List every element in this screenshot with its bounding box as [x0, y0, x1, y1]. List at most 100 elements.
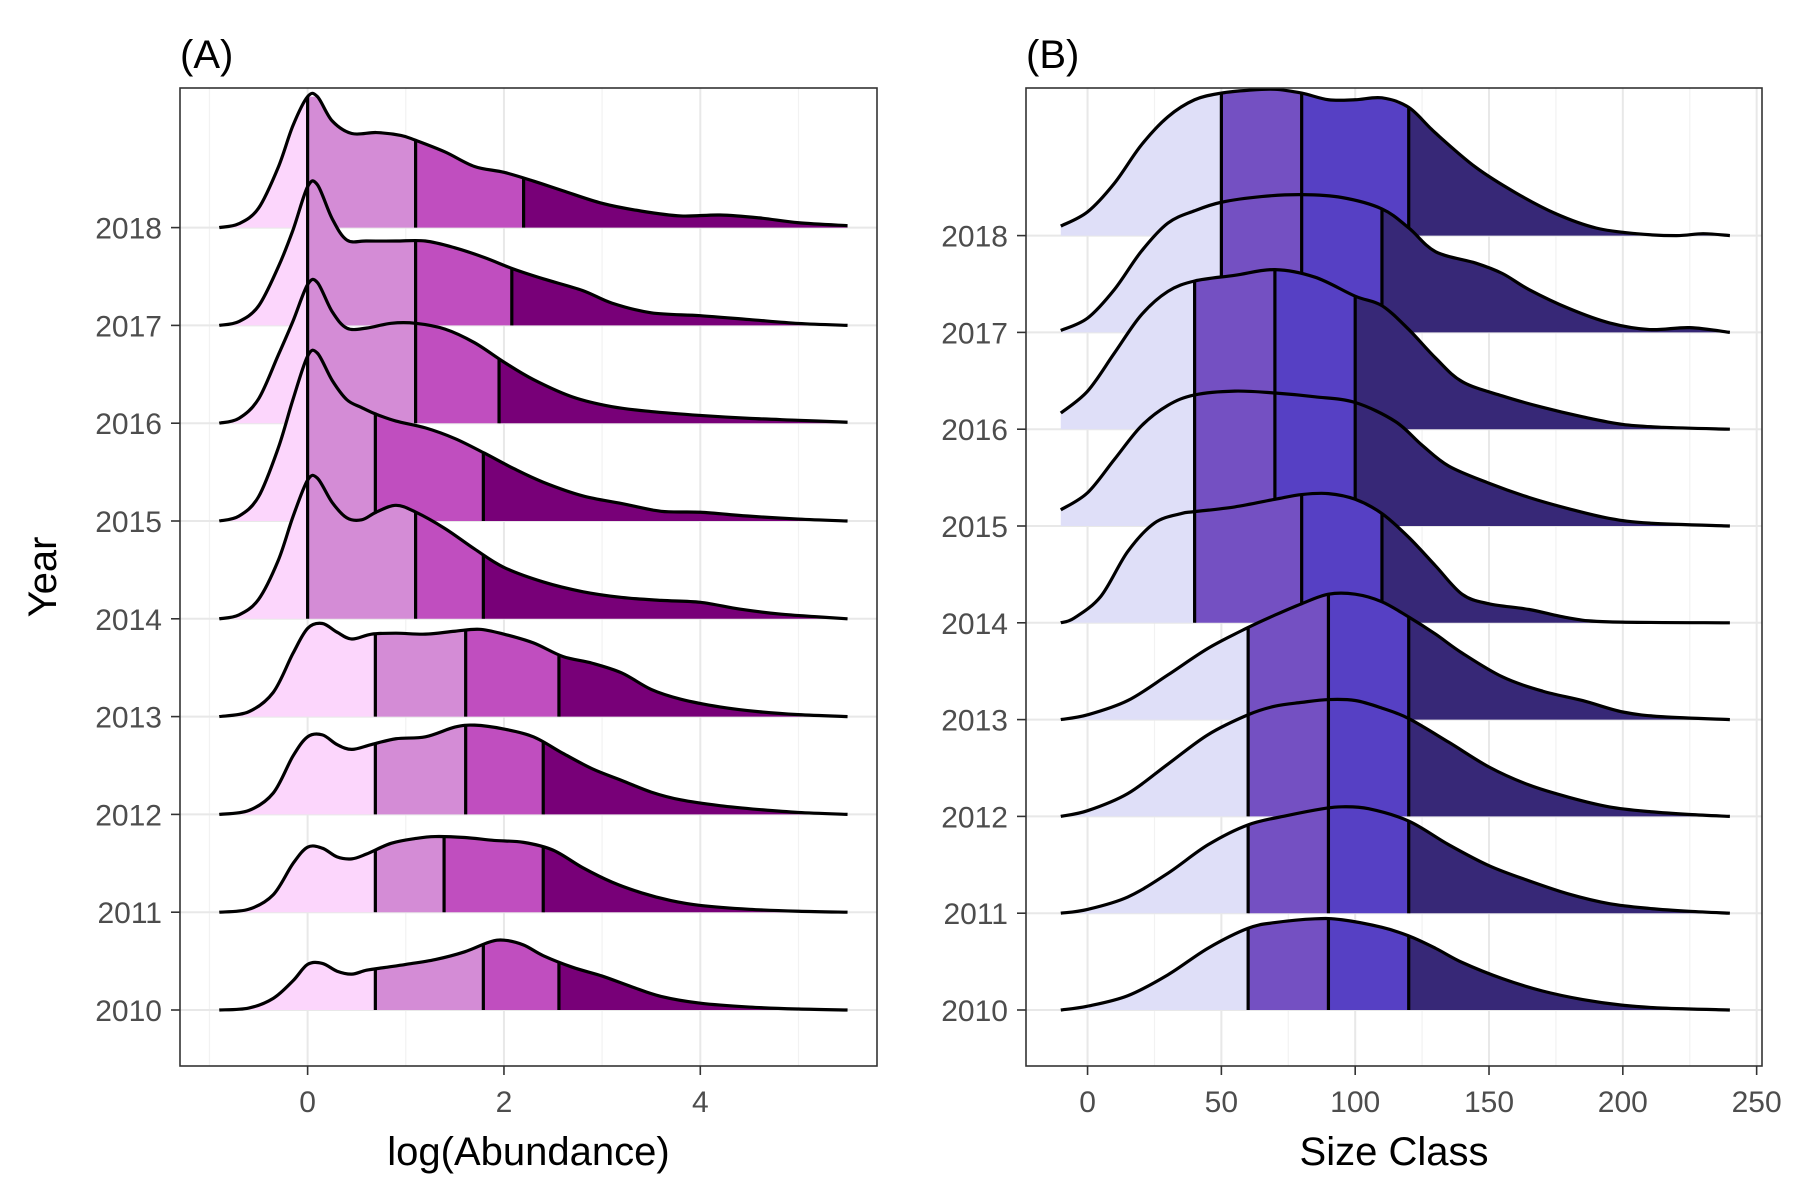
- panel-a-quantile-band-2012-2: [375, 726, 466, 815]
- panel-b-quantile-band-2012-3: [1328, 699, 1409, 817]
- panel-b-density-line-2017: [1060, 193, 1731, 334]
- panel-b-label: (B): [1026, 33, 1079, 77]
- panel-b-quantile-band-2013-2: [1248, 594, 1329, 720]
- panel-b-ridge-2010: [1060, 916, 1730, 1012]
- panel-b-y-tick-label: 2014: [941, 608, 1008, 641]
- panel-b-density-line-2012: [1060, 697, 1730, 818]
- panel-b-x-axis-title: Size Class: [1300, 1130, 1489, 1174]
- panel-b-quantile-band-2011-2: [1248, 808, 1329, 914]
- panel-a-quantile-band-2015-1: [219, 356, 308, 521]
- panel-a-density-line-2010: [219, 938, 848, 1012]
- panel-a-density-line-2011: [219, 834, 848, 914]
- panel-a-y-tick-label: 2015: [95, 506, 162, 539]
- panel-b-x-tick-label: 50: [1205, 1086, 1238, 1119]
- panel-b-density-line-2013: [1060, 591, 1730, 722]
- panel-b-density-line-2016: [1059, 267, 1730, 431]
- panel-a-quantile-band-2015-4: [483, 452, 848, 521]
- panel-b-quantile-band-2014-3: [1301, 493, 1382, 623]
- panel-a-quantile-band-2017-3: [415, 241, 512, 326]
- panel-a-y-tick-label: 2013: [95, 702, 162, 735]
- panel-a-quantile-band-2011-3: [444, 836, 544, 913]
- panel-b-quantile-band-2011-1: [1060, 824, 1249, 914]
- panel-a-quantile-band-2011-2: [375, 836, 445, 913]
- panel-a-quantile-band-2013-1: [219, 623, 376, 717]
- panel-a-ridge-2010: [219, 938, 848, 1012]
- panel-b-quantile-band-2011-4: [1408, 821, 1730, 914]
- panel-a-ridge-2011: [219, 834, 848, 914]
- panel-a: 0 2 4201020112012201320142015201620172018 …: [21, 33, 878, 1174]
- panel-a-quantile-band-2018-4: [523, 178, 848, 228]
- panel-a-label: (A): [180, 33, 233, 77]
- panel-a-quantile-band-2014-1: [219, 480, 308, 619]
- panel-b-quantile-band-2016-3: [1274, 269, 1356, 430]
- panel-a-quantile-band-2014-3: [415, 512, 484, 619]
- panel-a-x-tick-label: 4: [692, 1086, 709, 1119]
- panel-a-ridge-2013: [219, 621, 848, 719]
- panel-b: 0 50 100 150 200 250 2010 2011 2012 2013 2014 2015 2…: [941, 33, 1781, 1174]
- panel-b-density-line-2018: [1060, 87, 1731, 238]
- panel-a-density-line-2018: [218, 91, 848, 230]
- panel-b-quantile-band-2013-3: [1328, 594, 1409, 720]
- panel-a-quantile-band-2017-2: [307, 185, 416, 326]
- panel-a-density-line-2014: [218, 473, 848, 621]
- panel-a-quantile-band-2012-1: [219, 734, 376, 815]
- panel-b-y-tick-label: 2015: [941, 511, 1008, 544]
- panel-b-quantile-band-2014-1: [1060, 511, 1195, 623]
- panel-a-ridge-2014: [218, 473, 848, 621]
- panel-a-ridge-2015: [218, 348, 848, 523]
- panel-b-density-line-2010: [1060, 916, 1730, 1012]
- panel-b-y-tick-label: 2018: [941, 221, 1008, 254]
- panel-a-quantile-band-2018-1: [219, 96, 308, 228]
- panel-a-quantile-band-2010-4: [558, 961, 848, 1010]
- panel-b-ridge-2012: [1060, 697, 1730, 818]
- panel-a-y-tick-label: 2012: [95, 799, 162, 832]
- panel-b-quantile-band-2010-2: [1248, 918, 1329, 1010]
- panel-a-quantile-band-2010-3: [483, 940, 559, 1010]
- panel-a-y-tick-label: 2011: [97, 897, 162, 930]
- panel-b-quantile-band-2016-4: [1355, 296, 1730, 430]
- panel-b-quantile-band-2012-4: [1408, 718, 1730, 817]
- panel-b-x-tick-label: 250: [1732, 1086, 1782, 1119]
- panel-a-density-line-2015: [218, 348, 848, 523]
- panel-a-quantile-band-2012-4: [543, 742, 848, 815]
- panel-b-y-tick-label: 2010: [941, 995, 1008, 1028]
- panel-a-x-tick-label: 2: [496, 1086, 513, 1119]
- panel-b-quantile-band-2012-2: [1248, 699, 1329, 817]
- panel-b-x-tick-label: 150: [1464, 1086, 1514, 1119]
- panel-b-quantile-band-2015-4: [1355, 402, 1730, 526]
- panel-a-y-tick-label: 2017: [95, 310, 162, 343]
- panel-a-border: [179, 87, 878, 1067]
- panel-b-y-tick-label: 2016: [941, 414, 1008, 447]
- panel-b-y-tick-label: 2012: [941, 801, 1008, 834]
- panel-a-quantile-band-2016-1: [219, 284, 308, 424]
- panel-b-quantile-band-2016-1: [1060, 281, 1195, 430]
- panel-a-quantile-band-2014-2: [307, 478, 416, 619]
- panel-a-quantile-band-2012-3: [465, 725, 544, 815]
- panel-a-quantile-band-2013-2: [375, 630, 466, 717]
- panel-b-quantile-band-2014-2: [1194, 494, 1302, 623]
- panel-a-quantile-band-2011-1: [219, 847, 376, 913]
- panel-b-density-line-2014: [1060, 491, 1730, 625]
- panel-a-ridge-2018: [218, 91, 848, 230]
- panel-a-y-tick-label: 2018: [95, 213, 162, 246]
- panel-b-ridge-2016: [1059, 267, 1730, 431]
- panel-a-density-line-2016: [218, 277, 848, 425]
- panel-a-quantile-band-2014-4: [483, 554, 848, 619]
- panel-a-quantile-band-2013-3: [465, 629, 559, 717]
- panel-b-quantile-band-2014-4: [1381, 513, 1730, 623]
- panel-b-quantile-band-2010-1: [1060, 928, 1249, 1010]
- panel-a-y-tick-label: 2016: [95, 408, 162, 441]
- panel-a-x-tick-label: 0: [299, 1086, 316, 1119]
- panel-b-y-tick-label: 2011: [943, 898, 1008, 931]
- panel-b-y-tick-label: 2017: [941, 317, 1008, 350]
- panel-a-quantile-band-2016-4: [499, 358, 848, 424]
- panel-a-quantile-band-2016-3: [415, 323, 500, 424]
- panel-a-x-axis-title: log(Abundance): [387, 1130, 669, 1174]
- panel-b-quantile-band-2010-4: [1408, 935, 1730, 1010]
- panel-b-density-line-2011: [1060, 805, 1730, 915]
- panel-b-quantile-band-2015-1: [1060, 394, 1195, 526]
- panel-a-ridge-2017: [218, 179, 848, 327]
- panel-a-quantile-band-2011-4: [543, 847, 848, 913]
- panel-a-quantile-band-2017-1: [219, 186, 308, 326]
